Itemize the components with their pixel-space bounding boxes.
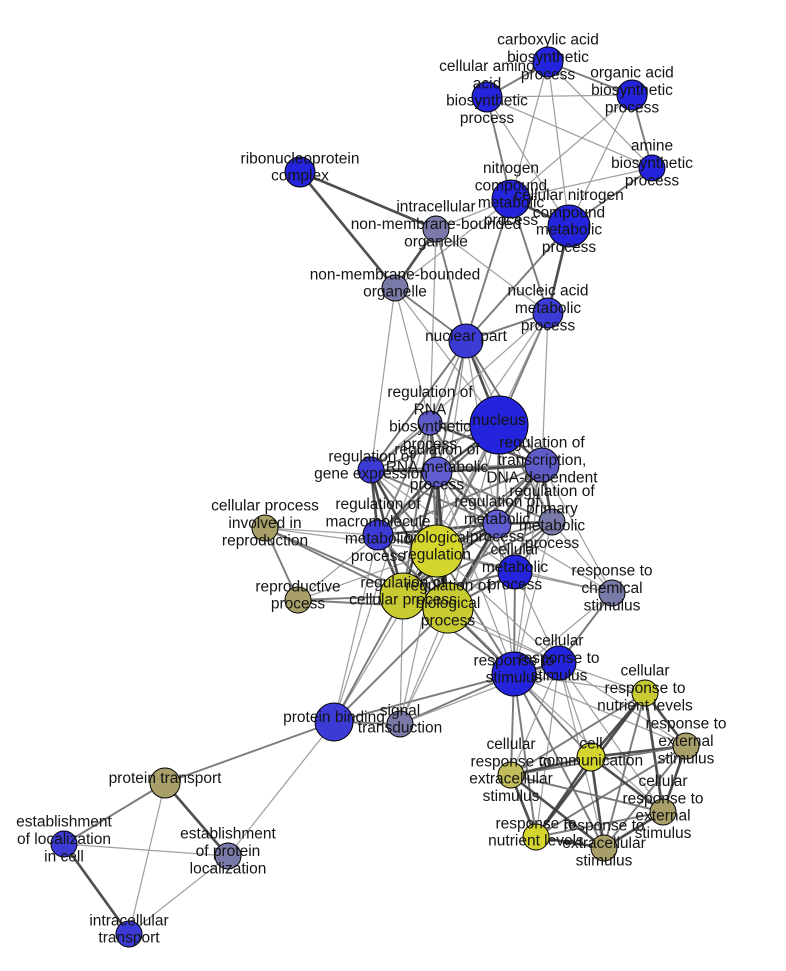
svg-text:protein transport: protein transport	[109, 770, 223, 787]
svg-text:nucleus: nucleus	[472, 412, 526, 429]
svg-text:nuclear part: nuclear part	[425, 328, 508, 345]
